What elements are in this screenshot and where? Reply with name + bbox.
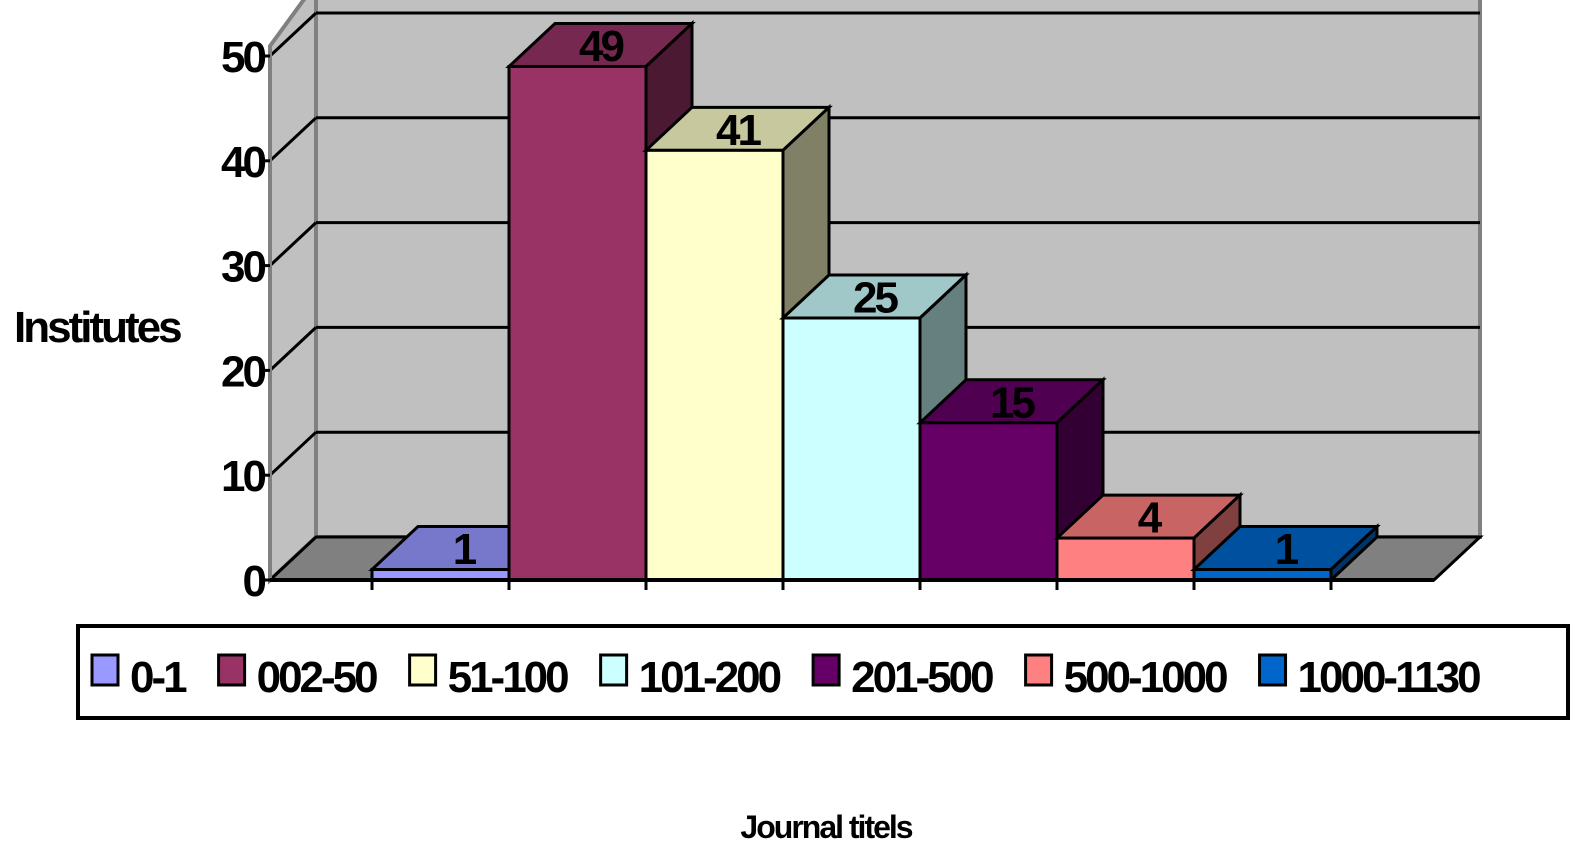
- side-wall: [268, 0, 318, 585]
- legend-label: 002-50: [257, 653, 378, 702]
- bar-201-500: [916, 376, 1107, 584]
- data-label: 25: [853, 274, 898, 323]
- gridline-depth: [268, 221, 318, 267]
- legend-swatch: [599, 653, 629, 687]
- y-axis-title: Institutes: [14, 303, 181, 352]
- y-tick-label: 40: [221, 138, 265, 187]
- data-label: 41: [716, 106, 761, 155]
- bar-front: [507, 64, 648, 582]
- y-tick-label: 50: [221, 33, 265, 82]
- legend-label: 0-1: [130, 653, 187, 702]
- y-tick-label: 10: [221, 452, 265, 501]
- bar-front: [644, 148, 785, 582]
- legend-label: 201-500: [851, 653, 993, 702]
- bar-front: [918, 421, 1059, 582]
- legend-label: 51-100: [448, 653, 569, 702]
- y-tick-label: 20: [221, 347, 265, 396]
- data-label: 15: [990, 378, 1035, 427]
- legend-swatch: [1258, 653, 1288, 687]
- gridline-depth: [268, 326, 318, 372]
- legend-swatch: [811, 653, 841, 687]
- legend-swatch: [217, 653, 247, 687]
- legend-label: 500-1000: [1064, 653, 1227, 702]
- data-label: 1: [453, 525, 477, 574]
- axes: [260, 46, 1434, 590]
- y-tick-label: 0: [243, 557, 266, 606]
- data-label: 49: [579, 22, 623, 71]
- data-label: 4: [1138, 494, 1163, 543]
- legend-swatch: [90, 653, 120, 687]
- x-axis-title: Journal titels: [740, 809, 912, 845]
- bars: [368, 20, 1381, 584]
- y-tick-label: 30: [221, 243, 265, 292]
- bar-front: [781, 316, 922, 582]
- bar-1000-1130: [1190, 523, 1381, 584]
- legend-swatch: [408, 653, 438, 687]
- legend-swatch: [1024, 653, 1054, 687]
- gridline-depth: [268, 116, 318, 162]
- gridline-depth: [268, 431, 318, 477]
- legend-label: 1000-1130: [1298, 653, 1481, 702]
- bar-front: [1055, 536, 1196, 582]
- gridline-depth: [268, 11, 318, 58]
- y-tick-labels: 0 10 20 30 40 50: [221, 33, 268, 606]
- legend-label: 101-200: [639, 653, 781, 702]
- legend: 0-1 002-50 51-100 101-200 201-500 500-1000 100…: [76, 624, 1570, 720]
- data-label: 1: [1275, 525, 1299, 574]
